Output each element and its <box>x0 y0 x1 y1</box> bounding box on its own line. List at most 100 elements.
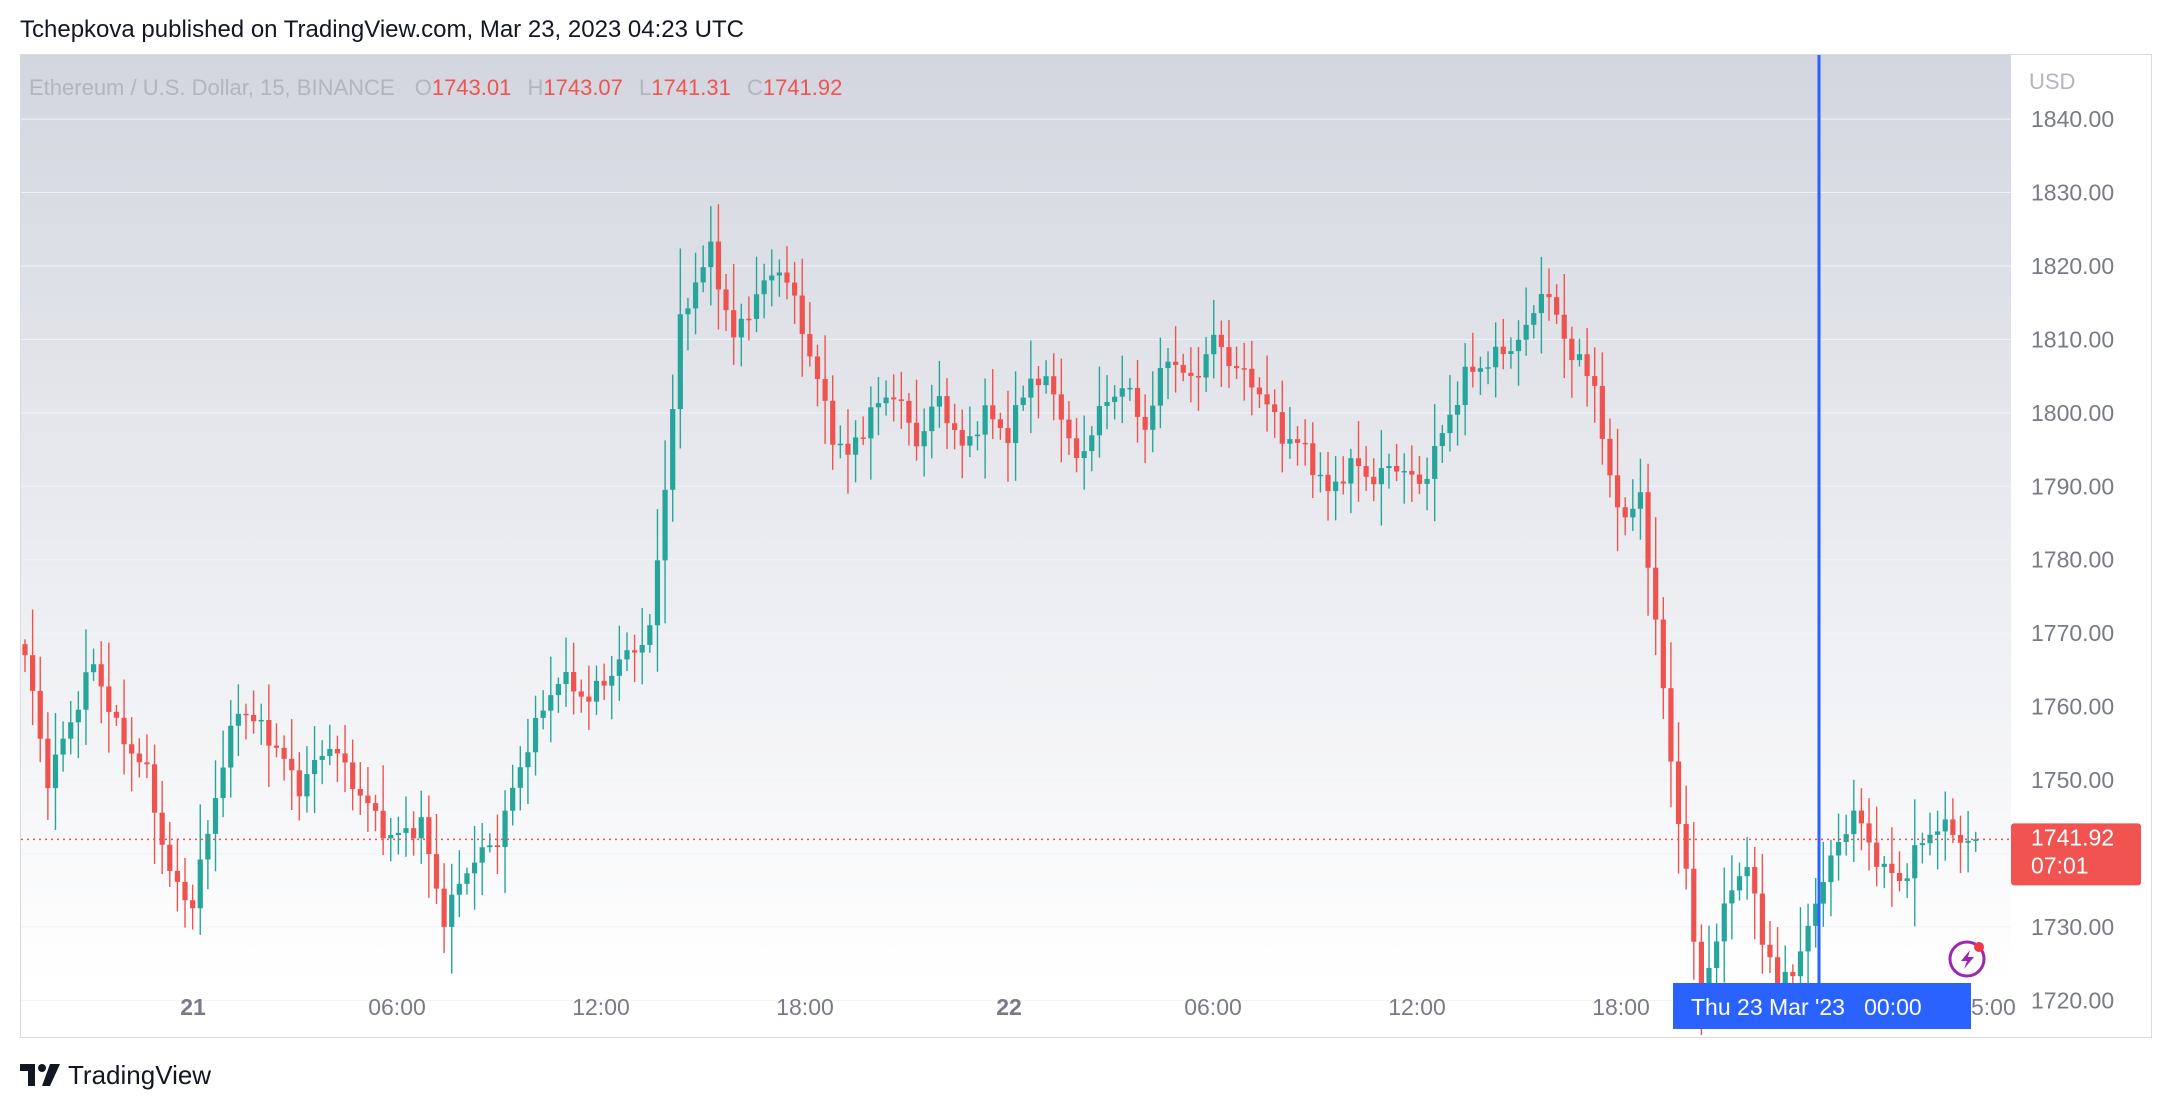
candle-body <box>1523 324 1529 340</box>
candle-body <box>1569 338 1575 361</box>
candle-body <box>1828 855 1834 883</box>
legend-open-value: 1743.01 <box>432 75 512 100</box>
candle-body <box>990 405 996 420</box>
candle-body <box>563 672 569 685</box>
candle-body <box>1089 435 1095 452</box>
candle-body <box>967 436 973 446</box>
candle-body <box>753 294 760 320</box>
candle-body <box>532 717 539 753</box>
candle-body <box>1965 840 1971 843</box>
price-tick-label: 1820.00 <box>2031 253 2114 279</box>
candle-body <box>609 675 615 686</box>
price-tick-label: 1720.00 <box>2031 987 2114 1013</box>
candle-body <box>830 400 836 445</box>
candle-body <box>555 684 561 696</box>
candle-body <box>746 318 752 321</box>
tradingview-wordmark: TradingView <box>68 1059 212 1090</box>
candle-body <box>449 894 455 927</box>
candle-body <box>1546 293 1552 298</box>
candle-body <box>1096 405 1103 436</box>
candle-body <box>1051 376 1057 395</box>
price-tick-label: 1840.00 <box>2031 106 2114 132</box>
candle-body <box>807 334 813 357</box>
chart-frame[interactable]: 1840.00 1830.00 1820.00 1810.00 1800.00 1790.… <box>20 54 2152 1038</box>
candle-body <box>1767 944 1773 958</box>
candle-body <box>1432 445 1438 479</box>
legend-open-label: O <box>415 75 432 100</box>
candle-body <box>1127 387 1133 390</box>
candle-body <box>1919 843 1925 846</box>
candle-body <box>913 422 920 447</box>
candle-body <box>1790 971 1796 977</box>
tradingview-footer[interactable]: TradingView <box>20 1058 211 1092</box>
candle-body <box>1355 458 1362 467</box>
candle-body <box>1233 366 1240 369</box>
candle-body <box>159 812 165 845</box>
candle-body <box>593 680 600 702</box>
candle-body <box>1188 372 1194 376</box>
lightning-alert-icon[interactable] <box>1948 940 1986 978</box>
candle-body <box>1477 368 1484 372</box>
candle-body <box>1592 376 1598 386</box>
candle-body <box>1462 366 1468 406</box>
candle-body <box>997 419 1003 429</box>
candle-body <box>1157 368 1163 406</box>
candle-body <box>1736 876 1743 891</box>
candle-body <box>776 272 782 276</box>
candle-body <box>761 280 767 295</box>
candle-body <box>411 828 417 839</box>
candle-body <box>220 767 226 799</box>
candle-body <box>60 738 66 755</box>
candle-body <box>860 437 866 439</box>
candle-body <box>258 719 264 722</box>
candle-body <box>136 753 142 763</box>
candle-body <box>1614 475 1621 508</box>
candle-body <box>1401 471 1407 473</box>
candle-body <box>1531 313 1537 325</box>
price-chart[interactable]: 1840.00 1830.00 1820.00 1810.00 1800.00 1790.… <box>21 55 2152 1038</box>
candle-body <box>1020 397 1026 406</box>
candle-body <box>1173 361 1179 365</box>
candle-body <box>822 378 828 401</box>
candle-body <box>540 710 546 718</box>
candle-body <box>98 664 104 687</box>
candle-body <box>1599 385 1605 439</box>
candle-body <box>936 396 942 407</box>
candle-body <box>1820 882 1826 904</box>
candle-body <box>1561 314 1567 339</box>
candle-body <box>1835 842 1842 856</box>
candle-body <box>1813 903 1819 926</box>
candle-body <box>708 241 714 268</box>
candle-body <box>1340 481 1346 484</box>
price-tick-label: 1780.00 <box>2031 547 2114 573</box>
candle-body <box>670 409 676 490</box>
candle-body <box>144 762 150 765</box>
price-tick-label: 1750.00 <box>2031 767 2114 793</box>
candle-body <box>647 625 653 645</box>
candle-body <box>517 767 523 788</box>
last-price-value: 1741.92 <box>2031 824 2114 850</box>
legend: Ethereum / U.S. Dollar, 15, BINANCE O174… <box>29 75 842 100</box>
candle-body <box>1294 439 1301 443</box>
candle-body <box>1775 957 1781 984</box>
candle-body <box>90 664 97 673</box>
candle-body <box>1721 903 1727 942</box>
candle-body <box>1226 347 1232 367</box>
candle-body <box>1660 619 1666 689</box>
candle-body <box>1348 458 1354 484</box>
candle-body <box>151 764 158 813</box>
candle-body <box>1675 761 1682 824</box>
candle-body <box>190 900 196 909</box>
candle-body <box>1805 925 1811 952</box>
candle-body <box>1950 819 1956 835</box>
candle-body <box>1058 394 1064 420</box>
candle-body <box>1904 878 1910 881</box>
candle-body <box>1554 297 1560 315</box>
legend-low-label: L <box>639 75 651 100</box>
candle-body <box>1416 474 1423 484</box>
crosshair-time-label-bg <box>1673 983 1971 1029</box>
candle-body <box>205 833 211 860</box>
legend-symbol: Ethereum / U.S. Dollar, 15, BINANCE <box>29 75 395 100</box>
candle-body <box>837 443 843 446</box>
candle-body <box>1424 478 1430 484</box>
